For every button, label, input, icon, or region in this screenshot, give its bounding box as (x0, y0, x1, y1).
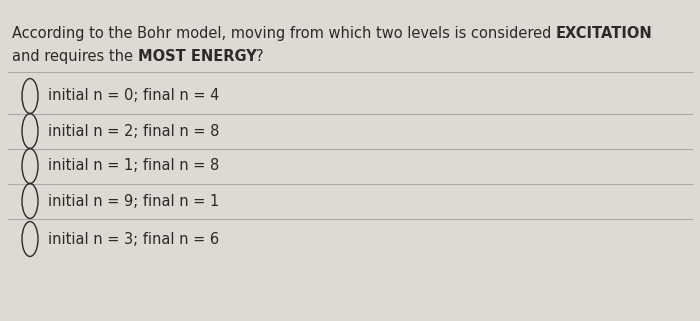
Text: According to the Bohr model, moving from which two levels is considered: According to the Bohr model, moving from… (12, 26, 556, 41)
Text: initial n = 1; final n = 8: initial n = 1; final n = 8 (48, 159, 219, 173)
Text: initial n = 3; final n = 6: initial n = 3; final n = 6 (48, 231, 219, 247)
Text: initial n = 9; final n = 1: initial n = 9; final n = 1 (48, 194, 219, 209)
Text: initial n = 0; final n = 4: initial n = 0; final n = 4 (48, 89, 219, 103)
Text: MOST ENERGY: MOST ENERGY (138, 49, 256, 64)
Text: EXCITATION: EXCITATION (556, 26, 652, 41)
Text: initial n = 2; final n = 8: initial n = 2; final n = 8 (48, 124, 219, 138)
Text: and requires the: and requires the (12, 49, 138, 64)
Text: ?: ? (256, 49, 264, 64)
